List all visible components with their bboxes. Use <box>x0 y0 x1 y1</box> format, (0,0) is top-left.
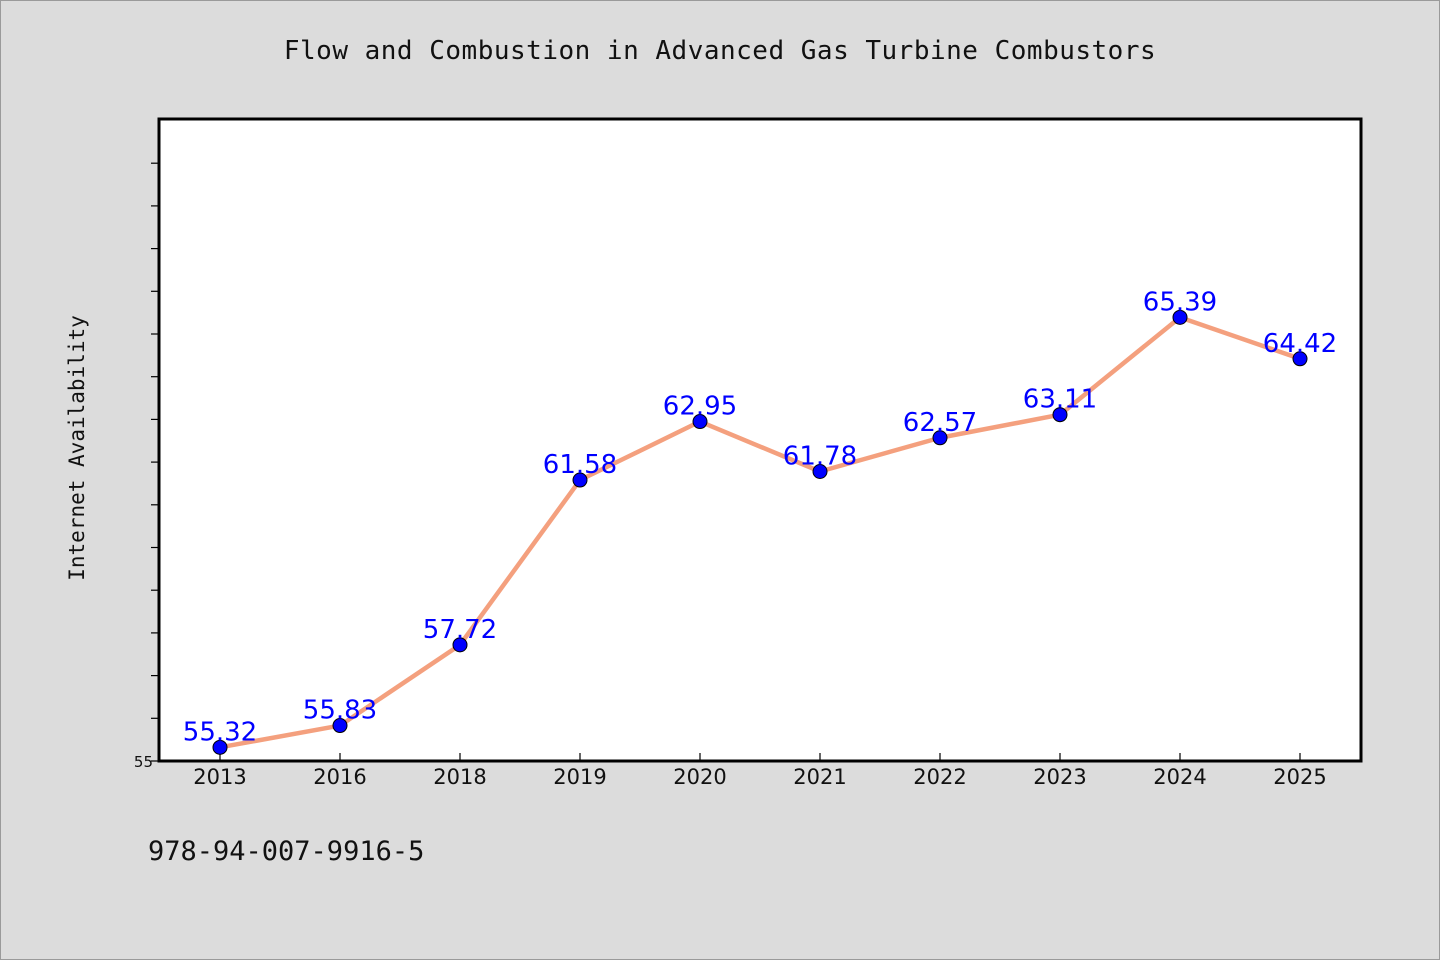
data-label-2021: 61.78 <box>783 441 857 471</box>
data-point-2018 <box>452 637 468 653</box>
x-tick-label-2023: 2023 <box>1033 765 1086 789</box>
data-point-2020 <box>692 414 708 430</box>
y-axis-label: Internet Availability <box>65 315 89 581</box>
x-tick-label-2019: 2019 <box>553 765 606 789</box>
y-tick-label-55: 55 <box>134 753 153 771</box>
data-markers <box>212 309 1308 755</box>
x-tick-label-2013: 2013 <box>193 765 246 789</box>
data-point-2022 <box>932 430 948 446</box>
data-label-2019: 61.58 <box>543 450 617 480</box>
isbn-text: 978-94-007-9916-5 <box>148 836 425 867</box>
data-label-2022: 62.57 <box>903 408 977 438</box>
x-tick-label-2024: 2024 <box>1153 765 1206 789</box>
data-label-2020: 62.95 <box>663 392 737 422</box>
plot-area <box>157 117 1363 763</box>
x-tick-label-2020: 2020 <box>673 765 726 789</box>
data-labels: 55.32 55.83 57.72 61.58 62.95 61.78 62.57 63.11… <box>183 287 1337 747</box>
series-line <box>217 315 1303 750</box>
x-tick-label-2021: 2021 <box>793 765 846 789</box>
data-point-2016 <box>332 718 348 734</box>
data-point-2021 <box>812 463 828 479</box>
data-label-2018: 57.72 <box>423 615 497 645</box>
data-label-2025: 64.42 <box>1263 329 1337 359</box>
data-point-2024 <box>1172 309 1188 325</box>
data-point-2025 <box>1292 351 1308 367</box>
chart-title: Flow and Combustion in Advanced Gas Turb… <box>283 36 1157 66</box>
data-point-2013 <box>212 739 228 755</box>
x-axis-ticks: 2013 2016 2018 2019 2020 2021 2022 2023 2024 2025 <box>193 753 1327 789</box>
data-point-2023 <box>1052 407 1068 423</box>
x-tick-label-2022: 2022 <box>913 765 966 789</box>
data-label-2013: 55.32 <box>183 717 257 747</box>
x-tick-label-2025: 2025 <box>1273 765 1326 789</box>
y-axis-ticks: 55 <box>134 162 159 771</box>
x-tick-label-2018: 2018 <box>433 765 486 789</box>
data-point-2019 <box>572 472 588 488</box>
data-label-2024: 65.39 <box>1143 287 1217 317</box>
data-label-2016: 55.83 <box>303 696 377 726</box>
data-label-2023: 63.11 <box>1023 385 1097 415</box>
x-tick-label-2016: 2016 <box>313 765 366 789</box>
